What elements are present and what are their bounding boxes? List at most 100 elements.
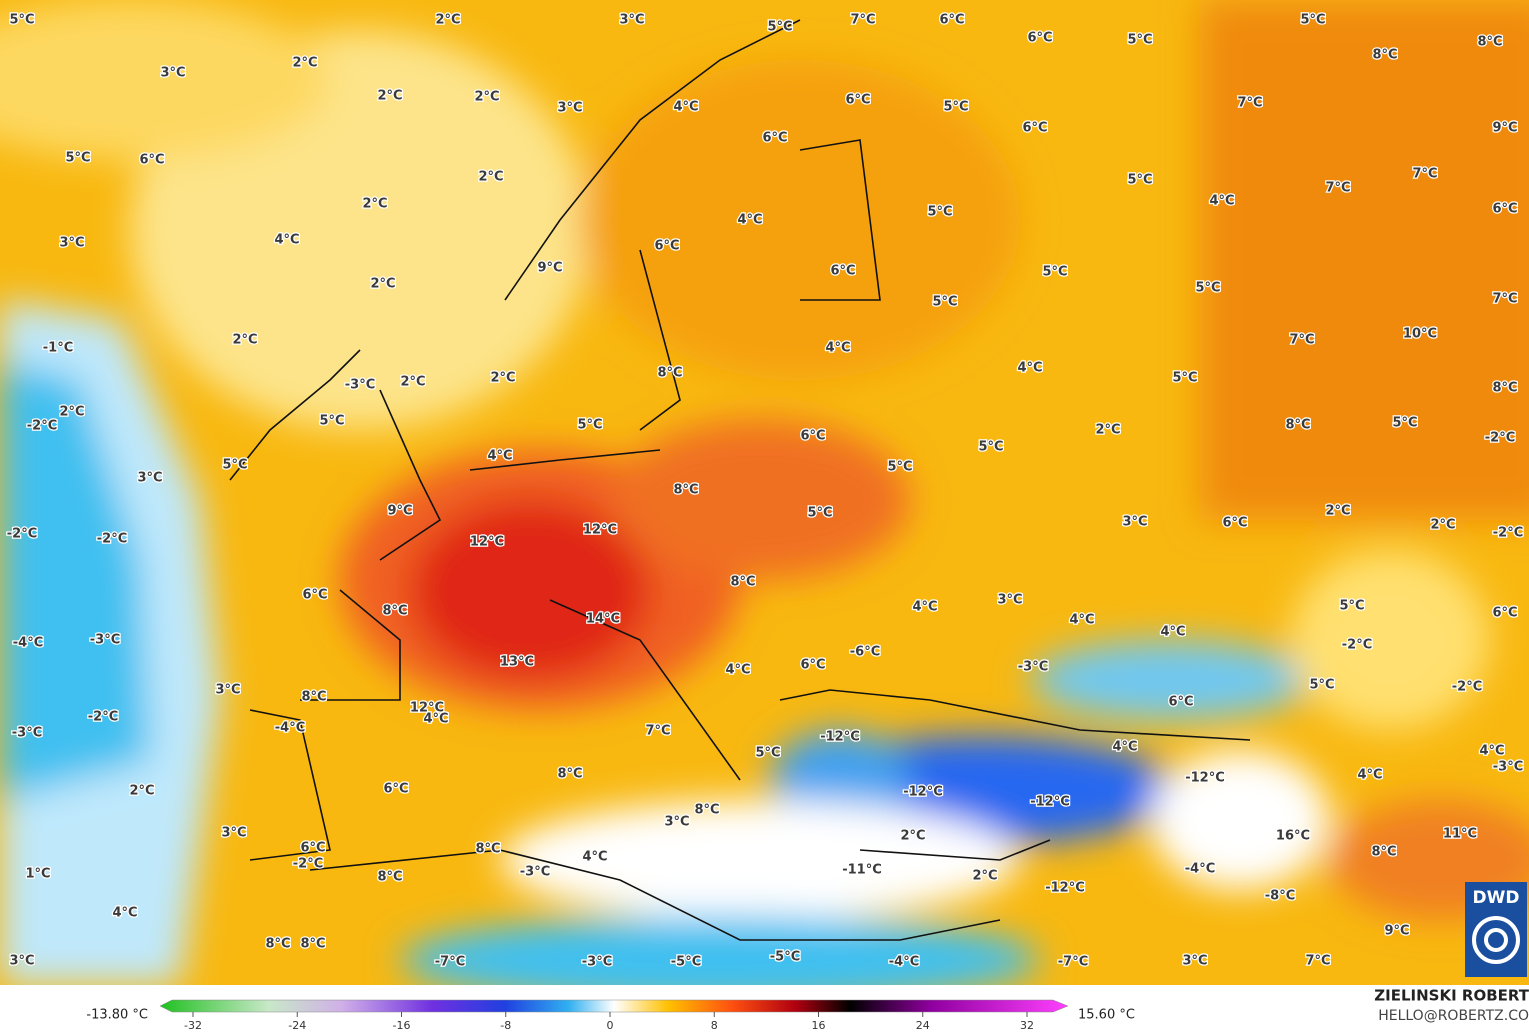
temperature-label: 2°C [1095, 423, 1120, 438]
temperature-label: 5°C [1392, 416, 1417, 431]
temperature-label: 6°C [830, 264, 855, 279]
colorbar-tick-label: -32 [184, 1019, 202, 1032]
logo-swirl [1484, 928, 1508, 952]
temperature-label: -2°C [1485, 431, 1515, 446]
temperature-label: 6°C [762, 131, 787, 146]
temperature-label: -12°C [903, 785, 943, 800]
temperature-label: 3°C [997, 593, 1022, 608]
temperature-label: 8°C [301, 690, 326, 705]
temperature-label: 2°C [435, 13, 460, 28]
logo-swirl [1472, 916, 1520, 964]
temperature-label: 7°C [1289, 333, 1314, 348]
temperature-label: -5°C [770, 950, 800, 965]
temperature-label: 12°C [583, 523, 617, 538]
temperature-label: -11°C [842, 863, 882, 878]
temperature-label: 16°C [1276, 829, 1310, 844]
temperature-label: 5°C [1195, 281, 1220, 296]
temperature-label: 4°C [1479, 744, 1504, 759]
temperature-label: 6°C [139, 153, 164, 168]
temperature-label: 2°C [362, 197, 387, 212]
temperature-label: -2°C [7, 527, 37, 542]
temperature-label: -5°C [671, 955, 701, 970]
temperature-label: 9°C [387, 504, 412, 519]
temperature-label: 4°C [912, 600, 937, 615]
temperature-label: 8°C [673, 483, 698, 498]
temperature-label: -1°C [43, 341, 73, 356]
temperature-label: 2°C [1325, 504, 1350, 519]
temperature-label: -3°C [520, 865, 550, 880]
colorbar-tick-label: 0 [607, 1019, 614, 1032]
temperature-label: -2°C [1452, 680, 1482, 695]
temperature-label: -4°C [13, 636, 43, 651]
temperature-label: -12°C [1030, 795, 1070, 810]
temperature-label: 5°C [943, 100, 968, 115]
temperature-label: 14°C [586, 612, 620, 627]
temperature-label: 10°C [1403, 327, 1437, 342]
temperature-label: -12°C [820, 730, 860, 745]
temperature-label: 2°C [400, 375, 425, 390]
temperature-label: 5°C [887, 460, 912, 475]
temperature-label: 4°C [1112, 740, 1137, 755]
temperature-label: 3°C [1182, 954, 1207, 969]
temperature-label: -7°C [1058, 955, 1088, 970]
temperature-label: 5°C [932, 295, 957, 310]
temperature-label: 5°C [65, 151, 90, 166]
temperature-label: 8°C [1492, 381, 1517, 396]
colorbar-tick-label: 24 [916, 1019, 930, 1032]
temperature-label: 8°C [265, 937, 290, 952]
temperature-label: 5°C [807, 506, 832, 521]
temperature-label: 5°C [1300, 13, 1325, 28]
temperature-label: 6°C [302, 588, 327, 603]
temperature-label: -12°C [1045, 881, 1085, 896]
temperature-label: 4°C [1160, 625, 1185, 640]
temperature-label: 5°C [767, 20, 792, 35]
temperature-label: 5°C [755, 746, 780, 761]
temperature-label: -2°C [27, 419, 57, 434]
temperature-label: 2°C [377, 89, 402, 104]
temperature-label: -2°C [1342, 638, 1372, 653]
temperature-label: 7°C [1325, 181, 1350, 196]
colorbar-tick-label: -16 [393, 1019, 411, 1032]
colorbar-tick-label: -24 [288, 1019, 306, 1032]
temperature-label: 6°C [800, 429, 825, 444]
temperature-label: 8°C [557, 767, 582, 782]
temperature-label: 5°C [1339, 599, 1364, 614]
temperature-label: 6°C [1222, 516, 1247, 531]
temperature-label: 12°C [470, 535, 504, 550]
temperature-label: 5°C [222, 458, 247, 473]
temperature-label: 7°C [1492, 292, 1517, 307]
temperature-label: -3°C [12, 726, 42, 741]
temperature-label: -2°C [97, 532, 127, 547]
temperature-label: 8°C [730, 575, 755, 590]
temperature-label: 6°C [1027, 31, 1052, 46]
temperature-label: 4°C [423, 712, 448, 727]
temperature-label: -2°C [88, 710, 118, 725]
temperature-label: 3°C [160, 66, 185, 81]
temperature-label: 7°C [645, 724, 670, 739]
temperature-label: 2°C [370, 277, 395, 292]
temperature-label: 5°C [577, 418, 602, 433]
temperature-label: 4°C [487, 449, 512, 464]
temperature-label: 2°C [1430, 518, 1455, 533]
temperature-label: 6°C [1492, 606, 1517, 621]
colorbar-tick-label: -8 [500, 1019, 511, 1032]
temperature-label: 5°C [1309, 678, 1334, 693]
temperature-label: -3°C [90, 633, 120, 648]
temperature-label: 4°C [1209, 194, 1234, 209]
temperature-label: -12°C [1185, 771, 1225, 786]
temperature-label: 8°C [1285, 418, 1310, 433]
temperature-label: 7°C [1412, 167, 1437, 182]
credit-author: ZIELINSKI ROBERT [1374, 987, 1529, 1005]
temperature-label: 6°C [1168, 695, 1193, 710]
temperature-label: 2°C [478, 170, 503, 185]
temperature-label: 13°C [500, 655, 534, 670]
temperature-label: 6°C [654, 239, 679, 254]
map-field [0, 0, 1529, 1005]
colorbar-tick-label: 32 [1020, 1019, 1034, 1032]
temperature-label: 6°C [845, 93, 870, 108]
temperature-label: -3°C [1493, 760, 1523, 775]
temperature-label: -7°C [435, 955, 465, 970]
temperature-label: 7°C [1237, 96, 1262, 111]
temperature-label: 3°C [1122, 515, 1147, 530]
